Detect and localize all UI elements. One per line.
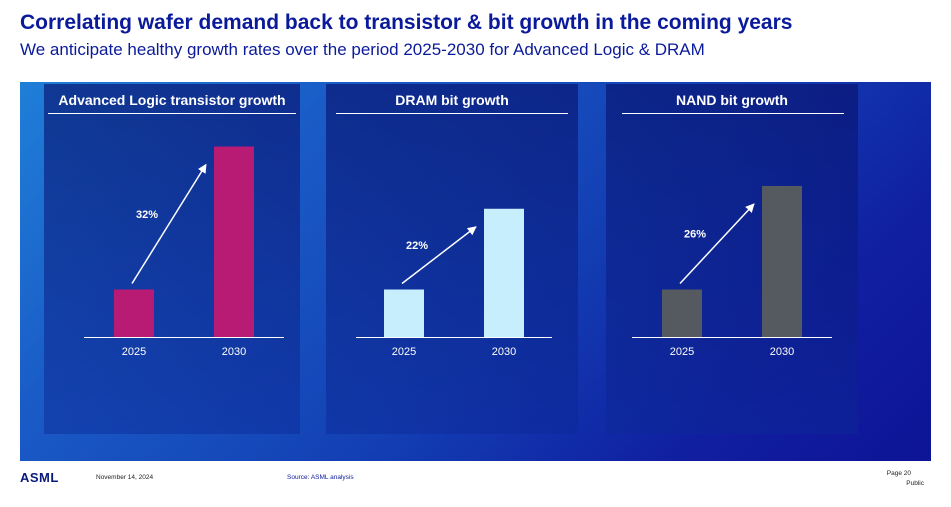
x-tick-label: 2025: [670, 346, 694, 358]
page-number: Page 20: [886, 470, 911, 477]
x-tick-label: 2025: [122, 346, 146, 358]
bar-2025: [114, 289, 154, 337]
growth-arrow: [401, 226, 477, 285]
bar-2030: [214, 146, 254, 337]
bar-2025: [662, 289, 702, 337]
x-tick-label: 2030: [770, 346, 794, 358]
page-title: Correlating wafer demand back to transis…: [20, 11, 793, 34]
page-subtitle: We anticipate healthy growth rates over …: [20, 40, 705, 59]
growth-rate-label: 32%: [136, 209, 158, 221]
title-underline: [336, 113, 568, 114]
bar-chart-nand: 2025 2030 26%: [632, 185, 832, 358]
growth-arrow: [679, 203, 755, 285]
footer-date: November 14, 2024: [96, 474, 154, 481]
bar-2030: [484, 208, 524, 337]
chart-panel-nand: NAND bit growth 2025 2030 26%: [606, 84, 858, 434]
growth-rate-label: 22%: [406, 240, 428, 252]
growth-arrow: [131, 163, 207, 284]
bar-chart-dram: 2025 2030 22%: [356, 208, 552, 358]
x-tick-label: 2030: [492, 346, 516, 358]
x-tick-label: 2025: [392, 346, 416, 358]
title-underline: [622, 113, 844, 114]
chart-title: DRAM bit growth: [395, 92, 509, 108]
bar-chart-advanced-logic: 2025 2030 32%: [84, 146, 284, 358]
footer-source: Source: ASML analysis: [287, 474, 354, 481]
chart-panel-advanced-logic: Advanced Logic transistor growth 2025 203…: [44, 84, 300, 434]
chart-title: NAND bit growth: [676, 92, 788, 108]
growth-rate-label: 26%: [684, 229, 706, 241]
x-tick-label: 2030: [222, 346, 246, 358]
title-underline: [48, 113, 296, 114]
bar-2030: [762, 185, 802, 337]
chart-panel-dram: DRAM bit growth 2025 2030 22%: [326, 84, 578, 434]
bar-2025: [384, 289, 424, 337]
asml-logo: ASML: [20, 470, 59, 485]
charts-background: Advanced Logic transistor growth 2025 203…: [20, 82, 931, 461]
classification-label: Public: [906, 480, 924, 487]
chart-title: Advanced Logic transistor growth: [58, 92, 286, 108]
